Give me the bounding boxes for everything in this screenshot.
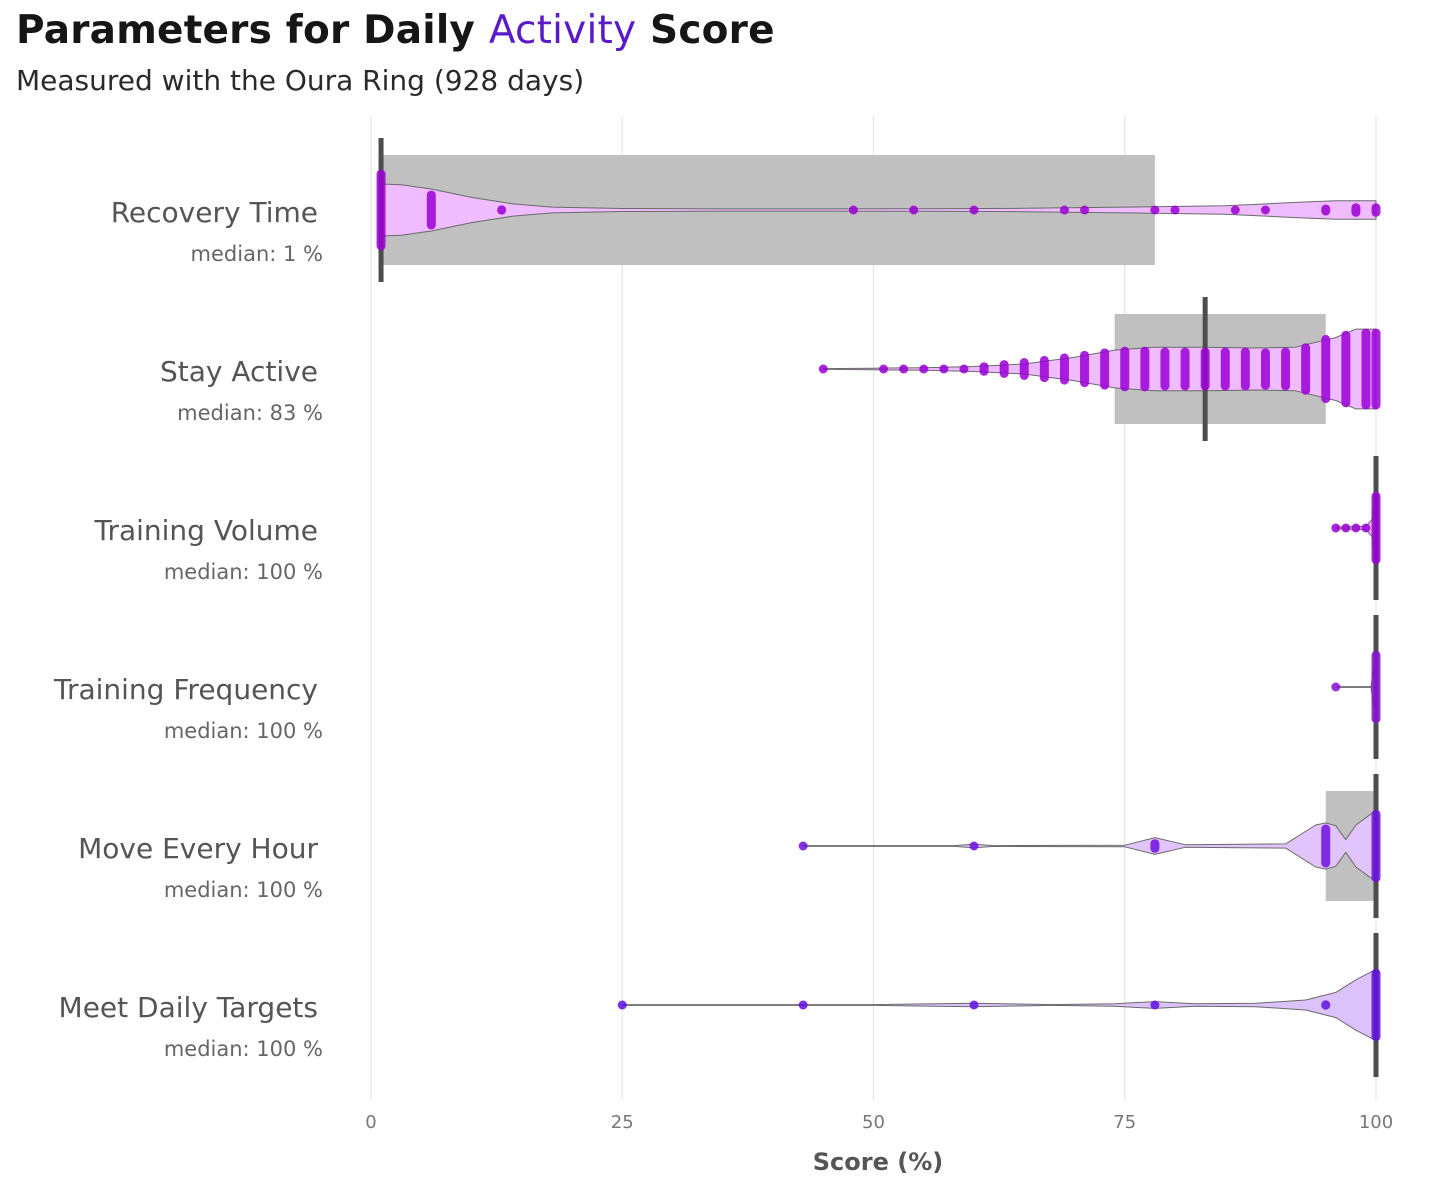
chart-title: Parameters for Daily Activity Score	[16, 8, 775, 53]
median-label: median: 100 %	[164, 560, 323, 584]
title-part-2: Score	[636, 8, 775, 53]
x-tick-label: 100	[1359, 1112, 1393, 1133]
x-tick-label: 75	[1113, 1112, 1136, 1133]
median-label: median: 100 %	[164, 878, 323, 902]
median-label: median: 100 %	[164, 1037, 323, 1061]
category-label: Move Every Hour	[78, 832, 318, 865]
category-row: Move Every Hour median: 100 %	[78, 774, 1381, 918]
median-label: median: 1 %	[191, 242, 323, 266]
title-accent: Activity	[488, 8, 637, 53]
category-row: Recovery Time median: 1 %	[111, 138, 1381, 282]
x-tick-label: 25	[611, 1112, 634, 1133]
category-row: Training Frequency median: 100 %	[53, 615, 1381, 759]
x-axis: 0 25 50 75 100	[365, 1112, 1393, 1133]
category-label: Training Volume	[93, 514, 318, 547]
category-row: Meet Daily Targets median: 100 %	[59, 933, 1381, 1077]
x-tick-label: 0	[365, 1112, 376, 1133]
median-label: median: 83 %	[177, 401, 323, 425]
violin-shape	[802, 809, 1377, 883]
category-label: Recovery Time	[111, 196, 318, 229]
category-row: Training Volume median: 100 %	[93, 456, 1381, 600]
x-axis-title: Score (%)	[813, 1148, 943, 1176]
violin-shape	[1335, 650, 1377, 724]
category-row: Stay Active median: 83 %	[160, 297, 1381, 441]
violin-shape	[621, 968, 1377, 1042]
category-label: Meet Daily Targets	[59, 991, 318, 1024]
category-label: Stay Active	[160, 355, 318, 388]
x-tick-label: 50	[862, 1112, 885, 1133]
median-label: median: 100 %	[164, 719, 323, 743]
chart-subtitle: Measured with the Oura Ring (928 days)	[16, 64, 585, 97]
violin-shape	[380, 183, 1377, 237]
category-label: Training Frequency	[53, 673, 318, 706]
title-part-1: Parameters for Daily	[16, 8, 489, 53]
grid-lines	[370, 116, 1377, 1100]
chart-rows: Recovery Time median: 1 % Stay Active media…	[53, 138, 1381, 1077]
